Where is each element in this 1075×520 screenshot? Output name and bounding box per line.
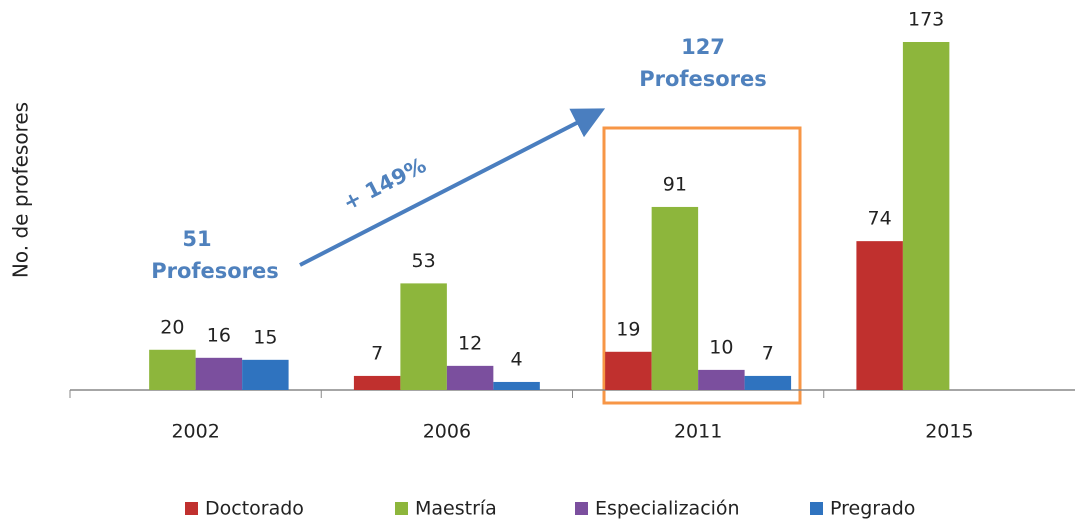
bar (195, 357, 243, 390)
annotation: Profesores (639, 67, 767, 91)
bar (902, 42, 950, 390)
data-label: 15 (253, 326, 277, 348)
bar (698, 369, 745, 390)
bar (605, 351, 652, 390)
data-label: 53 (412, 250, 436, 272)
x-tick-label: 2002 (171, 421, 219, 443)
data-label: 16 (207, 324, 231, 346)
data-label: 173 (908, 9, 944, 31)
bar (856, 241, 903, 390)
bar (446, 365, 494, 390)
annotation: 127 (681, 35, 725, 59)
annotation: Profesores (151, 259, 279, 283)
x-tick-label: 2011 (674, 421, 722, 443)
legend-swatch (185, 502, 198, 515)
legend-swatch (810, 502, 823, 515)
data-label: 7 (762, 342, 774, 364)
data-label: 20 (160, 316, 184, 338)
x-tick-label: 2015 (925, 421, 973, 443)
growth-arrow (299, 108, 606, 267)
data-label: 7 (371, 342, 383, 364)
legend-label: Pregrado (830, 498, 915, 520)
y-axis-label: No. de profesores (9, 102, 33, 278)
bar (149, 349, 196, 390)
bar (400, 283, 447, 390)
legend-label: Especialización (595, 498, 740, 520)
bar (744, 375, 792, 390)
legend-label: Doctorado (205, 498, 304, 520)
legend-swatch (575, 502, 588, 515)
data-label: 10 (709, 336, 733, 358)
annotation: 51 (182, 227, 211, 251)
bar (651, 206, 699, 390)
data-label: 74 (868, 208, 892, 230)
bar (353, 375, 401, 390)
highlight-box (602, 126, 802, 405)
x-tick-label: 2006 (423, 421, 471, 443)
bar (493, 381, 540, 390)
legend-label: Maestría (415, 498, 497, 520)
data-label: 12 (458, 332, 482, 354)
data-label: 19 (616, 318, 640, 340)
data-label: 91 (663, 173, 687, 195)
bar (242, 359, 289, 390)
data-label: 4 (511, 348, 523, 370)
legend-swatch (395, 502, 408, 515)
